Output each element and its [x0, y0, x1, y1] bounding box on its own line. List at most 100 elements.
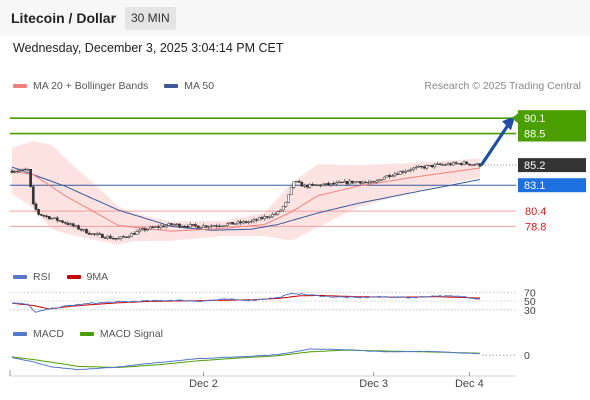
candle — [255, 218, 258, 223]
candle-body — [452, 162, 455, 166]
candle-body — [199, 227, 203, 229]
candle — [412, 166, 415, 172]
candle — [374, 179, 378, 184]
candle-body — [345, 181, 349, 185]
candle-body — [119, 236, 123, 239]
level-label-78.8: 78.8 — [525, 221, 546, 233]
candle — [74, 224, 78, 228]
candle-body — [241, 221, 245, 224]
candle — [162, 224, 165, 228]
candle — [265, 215, 269, 220]
candle — [364, 180, 368, 184]
candle — [45, 214, 48, 219]
candle-body — [430, 164, 434, 168]
candle — [377, 178, 381, 183]
candle — [319, 184, 322, 188]
candle — [210, 224, 213, 229]
candle — [21, 168, 24, 172]
candle — [393, 171, 397, 178]
candle-body — [311, 184, 314, 186]
candle — [196, 225, 200, 229]
candle — [329, 182, 333, 187]
candle-body — [26, 169, 30, 171]
candle — [425, 164, 429, 171]
candle-body — [37, 209, 40, 215]
candle — [186, 224, 189, 230]
candle — [82, 229, 86, 232]
candle-body — [74, 225, 78, 227]
candle-body — [23, 168, 27, 171]
candle — [388, 173, 391, 179]
candle-body — [188, 224, 192, 228]
candle-body — [210, 225, 213, 227]
candle — [90, 233, 94, 236]
candle-body — [462, 161, 466, 165]
candle-body — [247, 221, 251, 223]
candle-body — [69, 223, 72, 225]
candle — [300, 180, 304, 187]
candle — [284, 201, 288, 208]
candle — [85, 228, 88, 234]
candle-body — [263, 216, 266, 219]
candle — [226, 222, 229, 227]
ma50-legend-label: MA 50 — [184, 80, 215, 92]
candle-body — [284, 202, 288, 207]
candle-body — [348, 180, 352, 185]
candle — [409, 167, 413, 173]
candle — [106, 234, 110, 240]
candle-body — [468, 163, 471, 166]
candle-body — [308, 184, 312, 188]
candle-body — [15, 170, 19, 173]
candle-body — [236, 221, 240, 224]
candle — [396, 171, 399, 175]
candle — [175, 223, 179, 227]
candle-body — [420, 165, 423, 168]
candle-body — [351, 180, 354, 184]
candle-body — [50, 217, 54, 220]
candle — [37, 208, 40, 217]
candle — [465, 160, 469, 165]
time-axis: Dec 2 Dec 3 Dec 4 — [9, 370, 516, 390]
rsi-legend-label: RSI — [33, 271, 51, 283]
candle-body — [343, 181, 346, 183]
candle-body — [433, 164, 437, 168]
candle-body — [422, 166, 426, 169]
candle — [47, 215, 51, 221]
candle — [31, 184, 35, 206]
candle-body — [218, 225, 221, 228]
candle-body — [85, 229, 88, 234]
candle — [53, 217, 56, 220]
candle-body — [441, 164, 445, 166]
ma20-line — [11, 167, 481, 232]
candle-body — [412, 167, 415, 171]
candle-body — [321, 184, 325, 187]
candle — [183, 224, 187, 228]
candle — [178, 223, 181, 228]
candle — [50, 217, 54, 220]
candle — [172, 223, 176, 226]
candle — [247, 220, 251, 225]
timeframe-button[interactable]: 30 MIN — [125, 7, 176, 30]
datetime-stamp: Wednesday, December 3, 2025 3:04:14 PM C… — [13, 41, 284, 55]
candle-body — [257, 217, 261, 221]
candle — [10, 168, 14, 174]
candle — [231, 222, 235, 225]
candle — [69, 222, 72, 227]
candle-body — [231, 222, 235, 225]
candle-body — [388, 175, 391, 177]
candle — [132, 231, 136, 235]
candle-body — [34, 203, 38, 210]
rsi-ref-label-50: 50 — [524, 296, 536, 308]
candle-body — [207, 226, 211, 228]
candle — [473, 163, 477, 166]
candle-body — [79, 228, 83, 231]
rsi-swatch — [13, 275, 27, 279]
candle — [382, 176, 386, 181]
rsi-line — [11, 292, 481, 313]
candle-body — [335, 182, 338, 185]
candle-body — [297, 181, 301, 183]
candle — [438, 162, 442, 166]
candle — [143, 226, 147, 233]
candle — [444, 163, 447, 166]
candle-body — [295, 181, 298, 183]
